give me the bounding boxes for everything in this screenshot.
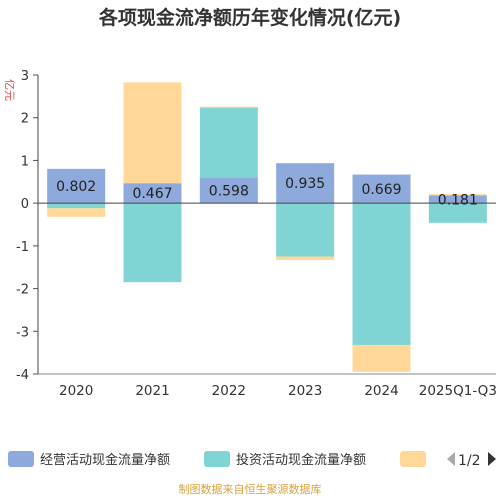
y-tick-label: 0	[21, 197, 29, 212]
bar-series2-2023	[276, 256, 335, 260]
data-label-2025Q1-Q3: 0.181	[438, 192, 478, 208]
data-label-2024: 0.669	[361, 182, 401, 198]
bar-series0-2022	[199, 177, 258, 204]
legend-label-operating: 经营活动现金流量净额	[40, 452, 170, 468]
bar-series2-2022	[199, 106, 258, 108]
y-axis: 3 2 1 0 -1 -2 -3 -4	[16, 69, 38, 383]
data-label-2020: 0.802	[56, 179, 96, 195]
legend-label-investing: 投资活动现金流量净额	[236, 452, 366, 468]
bar-series1-2021	[123, 203, 182, 283]
y-tick-label: -3	[16, 325, 29, 340]
bar-series0-2020	[47, 168, 106, 204]
triangle-right-icon[interactable]	[488, 452, 496, 466]
bar-series2-2024	[352, 344, 411, 372]
data-label-2021: 0.467	[132, 186, 172, 202]
x-tick-label: 2025Q1-Q3	[419, 383, 497, 399]
data-label-2022: 0.598	[209, 183, 249, 199]
y-tick-label: 2	[21, 112, 29, 127]
bar-series2-2021	[123, 82, 182, 184]
x-axis: 2020 2021 2022 2023 2024 2025Q1-Q3	[59, 383, 497, 399]
bars	[47, 82, 487, 372]
triangle-left-icon[interactable]	[447, 452, 455, 466]
bar-series1-2023	[276, 203, 335, 257]
axes	[37, 75, 496, 375]
x-tick-label: 2023	[288, 383, 322, 399]
x-tick-label: 2021	[135, 383, 169, 399]
y-tick-label: -4	[16, 368, 29, 383]
legend-page-indicator: 1/2	[458, 453, 481, 469]
x-tick-label: 2022	[212, 383, 246, 399]
y-axis-unit: 亿元	[3, 79, 16, 101]
data-labels: 0.802 0.467 0.598 0.935 0.669 0.181	[56, 176, 478, 208]
bar-series2-2020	[47, 208, 106, 217]
legend: 经营活动现金流量净额 投资活动现金流量净额 1/2	[8, 451, 496, 469]
legend-swatch-investing	[204, 451, 230, 467]
legend-swatch-operating	[8, 451, 34, 467]
bar-series2-2025Q1-Q3	[428, 194, 487, 196]
bar-series0-2024	[352, 174, 411, 204]
y-tick-label: -1	[16, 240, 29, 255]
bar-series0-2021	[123, 183, 182, 204]
legend-item-operating[interactable]: 经营活动现金流量净额	[8, 451, 170, 468]
bar-series0-2025Q1-Q3	[428, 195, 487, 204]
y-tick-label: 1	[21, 154, 29, 169]
y-tick-label: 3	[21, 69, 29, 84]
legend-item-financing[interactable]	[400, 451, 426, 467]
data-label-2023: 0.935	[285, 176, 325, 192]
legend-swatch-financing	[400, 451, 426, 467]
bar-series1-2024	[352, 203, 411, 345]
bar-series1-2020	[47, 203, 106, 209]
bar-series0-2023	[276, 163, 335, 204]
x-tick-label: 2020	[59, 383, 93, 399]
chart-title: 各项现金流净额历年变化情况(亿元)	[98, 6, 401, 29]
source-note: 制图数据来自恒生聚源数据库	[179, 482, 322, 496]
legend-item-investing[interactable]: 投资活动现金流量净额	[204, 451, 366, 468]
y-tick-label: -2	[16, 283, 29, 298]
x-tick-label: 2024	[364, 383, 398, 399]
bar-series1-2022	[199, 107, 258, 178]
bar-series1-2025Q1-Q3	[428, 203, 487, 223]
